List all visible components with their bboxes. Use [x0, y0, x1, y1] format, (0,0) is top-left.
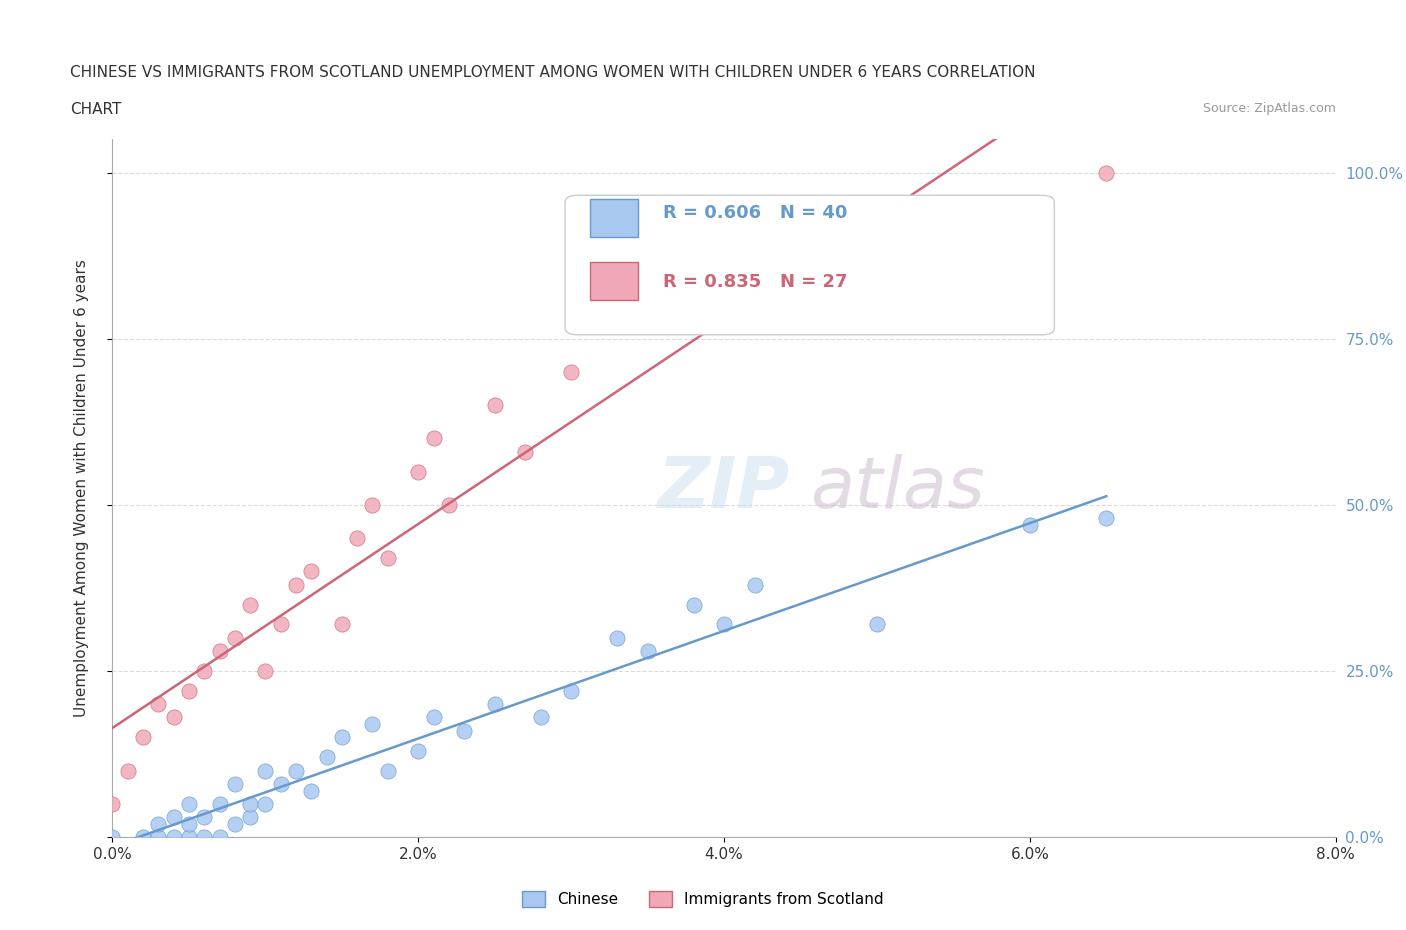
Text: ZIP: ZIP	[658, 454, 790, 523]
Point	[177, 817, 200, 831]
Text: atlas: atlas	[810, 454, 984, 523]
Y-axis label: Unemployment Among Women with Children Under 6 years: Unemployment Among Women with Children U…	[75, 259, 89, 717]
Text: Source: ZipAtlas.com: Source: ZipAtlas.com	[1202, 102, 1336, 115]
Point	[682, 597, 704, 612]
Point	[330, 617, 353, 631]
Point	[101, 830, 124, 844]
Point	[422, 710, 444, 724]
Point	[560, 684, 582, 698]
Point	[637, 644, 659, 658]
Point	[132, 830, 155, 844]
Point	[101, 796, 124, 811]
Point	[299, 783, 322, 798]
Point	[713, 617, 735, 631]
Text: R = 0.835   N = 27: R = 0.835 N = 27	[664, 273, 848, 291]
Point	[284, 764, 308, 778]
Point	[408, 464, 430, 479]
FancyBboxPatch shape	[565, 195, 1054, 335]
Point	[866, 617, 889, 631]
Point	[148, 817, 170, 831]
Point	[361, 717, 384, 732]
Point	[163, 830, 186, 844]
Point	[453, 724, 475, 738]
Point	[346, 531, 368, 546]
Point	[239, 597, 262, 612]
Point	[1095, 166, 1118, 180]
Point	[361, 498, 384, 512]
Point	[270, 777, 292, 791]
Point	[744, 578, 766, 592]
Point	[529, 710, 551, 724]
Point	[408, 743, 430, 758]
Point	[422, 431, 444, 445]
Point	[254, 663, 277, 678]
Point	[117, 764, 139, 778]
Point	[148, 697, 170, 711]
Point	[315, 750, 337, 764]
Point	[284, 578, 308, 592]
Point	[193, 663, 215, 678]
Text: CHART: CHART	[70, 102, 122, 117]
Point	[148, 830, 170, 844]
Point	[1095, 511, 1118, 525]
Point	[377, 764, 399, 778]
Point	[224, 631, 246, 645]
Point	[484, 398, 506, 413]
Point	[1018, 517, 1040, 532]
FancyBboxPatch shape	[589, 261, 638, 300]
Point	[606, 631, 628, 645]
Point	[254, 764, 277, 778]
Point	[377, 551, 399, 565]
Point	[193, 830, 215, 844]
Point	[866, 232, 889, 246]
Point	[177, 684, 200, 698]
Point	[208, 796, 231, 811]
Point	[239, 796, 262, 811]
Point	[484, 697, 506, 711]
Point	[239, 810, 262, 825]
Point	[270, 617, 292, 631]
Point	[254, 796, 277, 811]
Point	[330, 730, 353, 745]
Point	[224, 817, 246, 831]
Point	[560, 365, 582, 379]
Legend: Chinese, Immigrants from Scotland: Chinese, Immigrants from Scotland	[516, 884, 890, 913]
Point	[299, 564, 322, 578]
Text: R = 0.606   N = 40: R = 0.606 N = 40	[664, 204, 848, 221]
Point	[515, 445, 537, 459]
Point	[132, 730, 155, 745]
Point	[208, 644, 231, 658]
Point	[713, 265, 735, 280]
Point	[163, 810, 186, 825]
Point	[224, 777, 246, 791]
Text: CHINESE VS IMMIGRANTS FROM SCOTLAND UNEMPLOYMENT AMONG WOMEN WITH CHILDREN UNDER: CHINESE VS IMMIGRANTS FROM SCOTLAND UNEM…	[70, 65, 1036, 80]
Point	[177, 796, 200, 811]
Point	[177, 830, 200, 844]
Point	[208, 830, 231, 844]
Point	[163, 710, 186, 724]
Point	[437, 498, 460, 512]
Point	[193, 810, 215, 825]
FancyBboxPatch shape	[589, 199, 638, 237]
